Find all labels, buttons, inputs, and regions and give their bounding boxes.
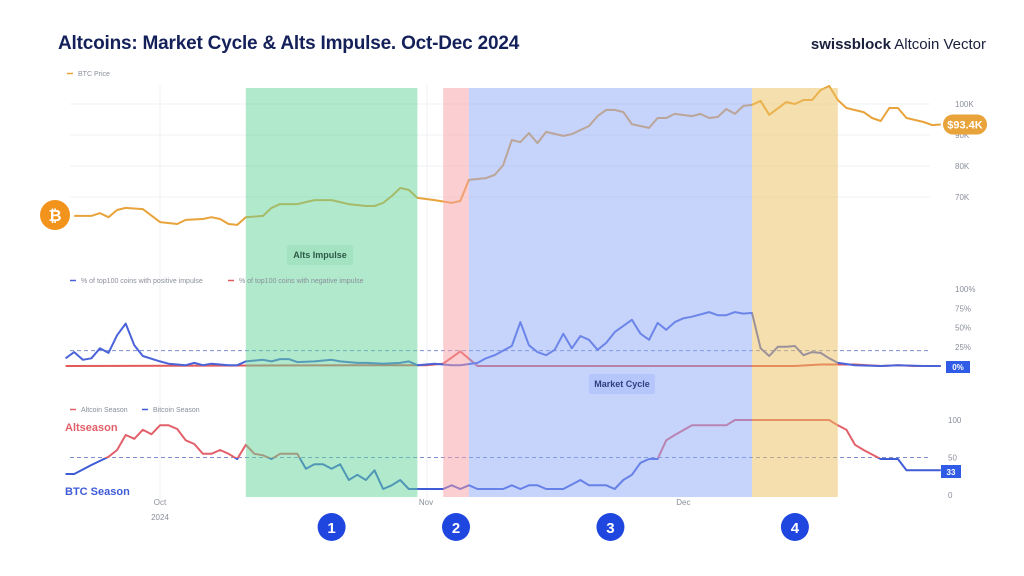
impulse-badge-value: 0%	[952, 363, 964, 372]
region-band	[752, 88, 838, 497]
y-tick-label: 25%	[955, 343, 971, 352]
y-tick-label: 70K	[955, 193, 970, 202]
region-marker-1: 1	[317, 513, 346, 541]
y-tick-label: 100	[948, 416, 962, 425]
y-tick-label: 50%	[955, 324, 971, 333]
marker-circle	[596, 513, 625, 541]
bitcoin-icon	[40, 200, 70, 230]
y-tick-label: 0	[948, 491, 953, 500]
y-tick-label: 90K	[955, 131, 970, 140]
region-bands	[245, 88, 838, 497]
y-tick-label: 75%	[955, 304, 971, 313]
page-title: Altcoins: Market Cycle & Alts Impulse. O…	[58, 33, 520, 54]
legend-btc-price: BTC Price	[78, 71, 110, 78]
axis-labels: 100K 90K 80K 70K 100% 75% 50% 25% 100 50 0 1 2 3 4 Alts…	[40, 71, 987, 541]
marker-number: 2	[452, 520, 460, 537]
brand-product: Altcoin Vector	[890, 36, 986, 53]
brand-name: swissblock	[810, 36, 891, 53]
marker-circle	[442, 513, 471, 541]
x-tick-label: Nov	[419, 498, 433, 507]
region-marker-4: 4	[780, 513, 809, 541]
x-tick-label: Dec	[676, 498, 690, 507]
btc-season-annotation: BTC Season	[65, 486, 130, 498]
region-label-box	[287, 245, 353, 265]
season-badge	[941, 465, 961, 478]
legend-positive-impulse: % of top100 coins with positive impulse	[81, 278, 203, 285]
region-marker-3: 3	[596, 513, 625, 541]
x-tick-label: Oct	[154, 498, 167, 507]
marker-circle	[780, 513, 809, 541]
region-band	[245, 88, 418, 497]
legend-altcoin-season: Altcoin Season	[81, 407, 128, 414]
y-tick-label: 80K	[955, 162, 970, 171]
marker-circle	[317, 513, 346, 541]
marker-number: 4	[791, 520, 800, 537]
region-marker-2: 2	[442, 513, 471, 541]
impulse-badge	[946, 361, 970, 373]
altseason-annotation: Altseason	[65, 422, 118, 434]
legend-negative-impulse: % of top100 coins with negative impulse	[239, 278, 364, 285]
region-band	[443, 88, 469, 497]
region-label: Market Cycle	[594, 379, 650, 389]
y-tick-label: 100%	[955, 285, 975, 294]
brand-logo: swissblock Altcoin Vector	[811, 36, 986, 53]
marker-number: 1	[327, 520, 335, 537]
y-tick-label: 100K	[955, 100, 974, 109]
season-badge-value: 33	[947, 468, 956, 477]
y-tick-label: 50	[948, 454, 957, 463]
legend-bitcoin-season: Bitcoin Season	[153, 407, 200, 414]
region-band	[468, 88, 753, 497]
region-label: Alts Impulse	[293, 250, 347, 260]
price-badge	[943, 114, 987, 135]
marker-number: 3	[606, 520, 614, 537]
price-badge-value: $93.4K	[947, 119, 983, 131]
bitcoin-icon-glyph: ₿	[48, 206, 61, 225]
x-year-label: 2024	[151, 513, 169, 522]
region-label-box	[589, 374, 655, 394]
